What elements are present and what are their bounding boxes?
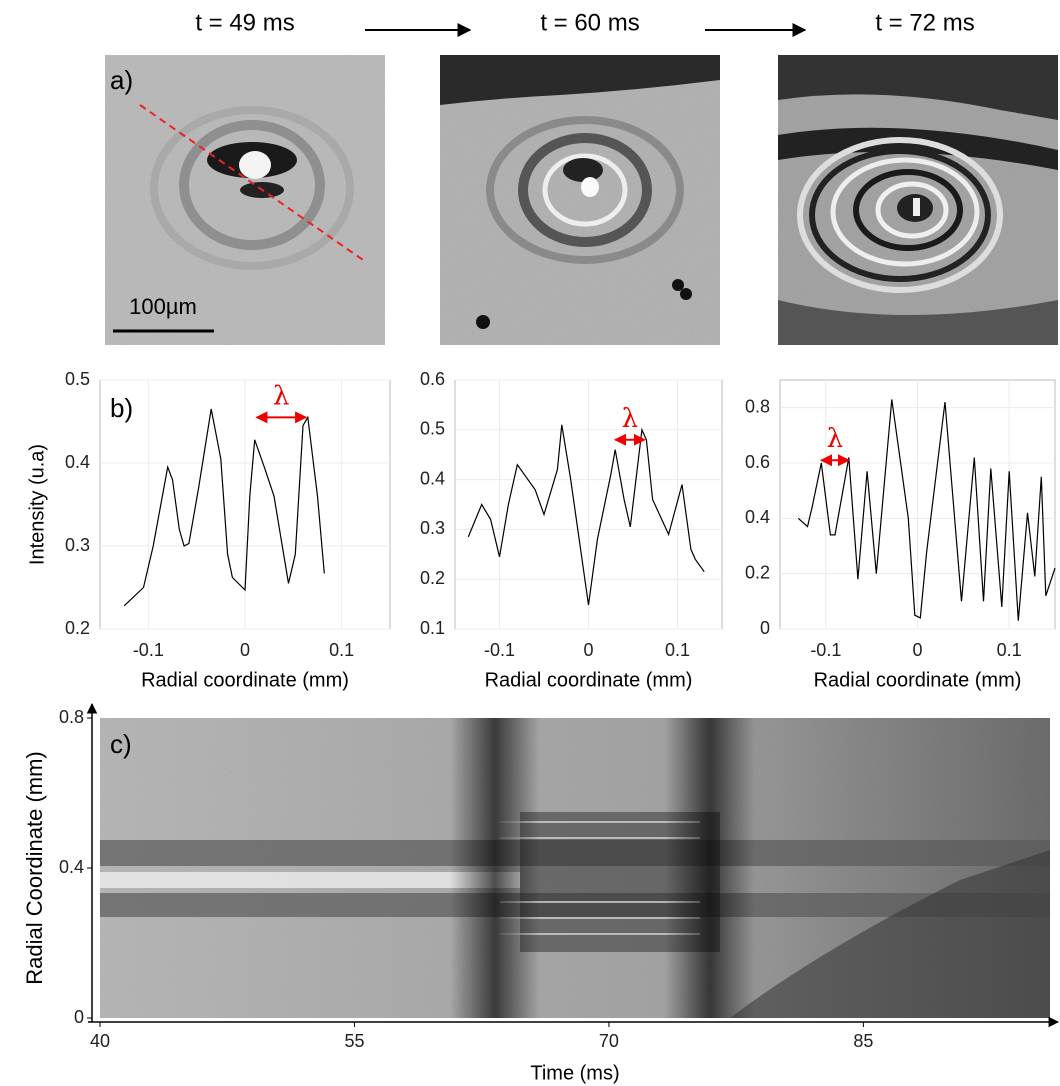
data-line	[797, 399, 1056, 621]
scale-bar-label: 100µm	[129, 294, 197, 319]
x-tick-label: 0	[912, 640, 922, 660]
y-tick-label: 0.3	[65, 535, 90, 555]
y-tick-label: 0	[760, 618, 770, 638]
y-tick-label: 0.5	[420, 419, 445, 439]
micrograph	[778, 55, 1058, 345]
y-tick-label: 0.5	[65, 369, 90, 389]
x-axis-label: Radial coordinate (mm)	[485, 669, 693, 691]
time-label: t = 60 ms	[540, 9, 639, 36]
panel-label: a)	[110, 65, 133, 95]
y-tick-label: 0.8	[745, 396, 770, 416]
y-tick-label: 0.2	[65, 618, 90, 638]
x-tick-label: -0.1	[133, 640, 164, 660]
y-tick-label: 0.2	[745, 562, 770, 582]
x-tick-label: 0	[583, 640, 593, 660]
panel-label: b)	[110, 393, 133, 423]
micrograph	[105, 55, 385, 345]
x-tick-label: 0.1	[997, 640, 1022, 660]
y-tick-label: 0.2	[420, 568, 445, 588]
y-tick-label: 0.4	[65, 452, 90, 472]
y-axis-label: Radial Coordinate (mm)	[22, 751, 47, 985]
x-axis-label: Radial coordinate (mm)	[141, 669, 349, 691]
y-tick-label: 0.6	[420, 369, 445, 389]
wavelength-label: λ	[827, 424, 843, 454]
y-tick-label: 0.8	[59, 707, 84, 727]
y-tick-label: 0.6	[745, 452, 770, 472]
x-tick-label: 0.1	[329, 640, 354, 660]
x-tick-label: 40	[90, 1031, 110, 1051]
y-tick-label: 0.4	[420, 468, 445, 488]
data-line	[467, 424, 705, 606]
x-axis-label: Time (ms)	[530, 1062, 619, 1084]
x-tick-label: 55	[344, 1031, 364, 1051]
wavelength-label: λ	[273, 381, 289, 411]
time-label: t = 72 ms	[875, 9, 974, 36]
micrograph	[440, 55, 720, 345]
panel-label: c)	[110, 729, 132, 759]
x-tick-label: 0.1	[665, 640, 690, 660]
data-line	[123, 408, 325, 607]
y-tick-label: 0.3	[420, 518, 445, 538]
y-tick-label: 0.1	[420, 618, 445, 638]
x-tick-label: 0	[240, 640, 250, 660]
x-tick-label: -0.1	[484, 640, 515, 660]
y-tick-label: 0	[74, 1007, 84, 1027]
kymograph	[100, 718, 1050, 1018]
x-tick-label: 85	[853, 1031, 873, 1051]
time-label: t = 49 ms	[195, 9, 294, 36]
y-axis-label: Intensity (u.a)	[26, 444, 48, 565]
y-tick-label: 0.4	[59, 857, 84, 877]
x-tick-label: -0.1	[810, 640, 841, 660]
x-tick-label: 70	[599, 1031, 619, 1051]
y-tick-label: 0.4	[745, 507, 770, 527]
wavelength-label: λ	[622, 404, 638, 434]
x-axis-label: Radial coordinate (mm)	[814, 669, 1022, 691]
